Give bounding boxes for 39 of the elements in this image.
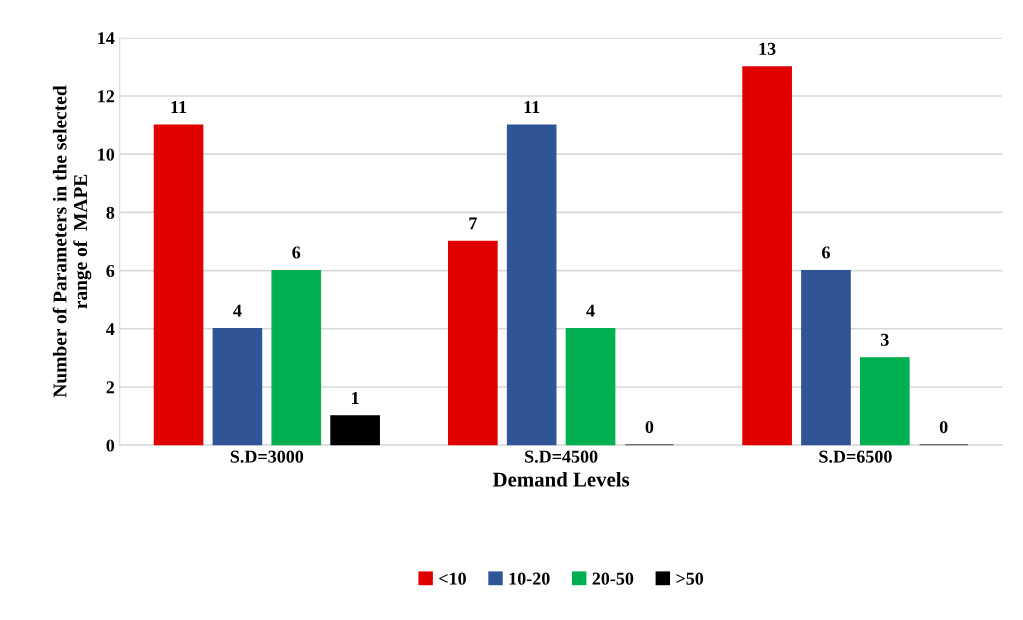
x-tick-label: S.D=6500: [819, 450, 892, 463]
y-tick-label: 4: [106, 323, 115, 336]
y-tick-label: 12: [98, 90, 115, 103]
bar: [153, 124, 204, 446]
bar: [742, 66, 792, 446]
data-label: 0: [939, 420, 948, 434]
y-tick-label: 2: [106, 381, 115, 394]
bar: [330, 415, 380, 446]
bar: [506, 124, 557, 446]
legend-label: >50: [676, 572, 704, 585]
y-axis-title: Number of Parameters in the selected range of MAPE: [52, 85, 92, 398]
y-tick-label: 8: [106, 206, 115, 219]
data-label: 11: [171, 101, 187, 113]
bar: [860, 357, 910, 446]
bar: [565, 328, 616, 446]
y-tick-label: 0: [106, 439, 115, 452]
data-label: 1: [352, 391, 359, 404]
data-label: 7: [469, 217, 477, 230]
data-label: 3: [880, 333, 889, 346]
x-tick-label: S.D=3000: [230, 450, 304, 463]
bar: [212, 328, 263, 446]
data-label: 6: [292, 246, 301, 259]
y-tick-label: 6: [106, 264, 115, 278]
data-label: 6: [822, 246, 830, 259]
bar: [801, 269, 851, 446]
x-tick-label: S.D=4500: [525, 450, 598, 463]
legend-label: 20-50: [592, 572, 634, 585]
bar: [271, 269, 322, 446]
y-tick-label: 14: [98, 32, 115, 45]
legend-label: 10-20: [509, 572, 550, 585]
x-axis-title: Demand Levels: [492, 471, 630, 487]
data-label: 13: [759, 42, 776, 55]
legend-label: <10: [439, 572, 466, 585]
bar: [448, 240, 498, 446]
data-label: 11: [524, 101, 540, 113]
y-tick-label: 10: [98, 148, 115, 161]
data-label: 0: [645, 420, 654, 434]
data-label: 4: [586, 304, 595, 317]
data-label: 4: [233, 304, 242, 317]
